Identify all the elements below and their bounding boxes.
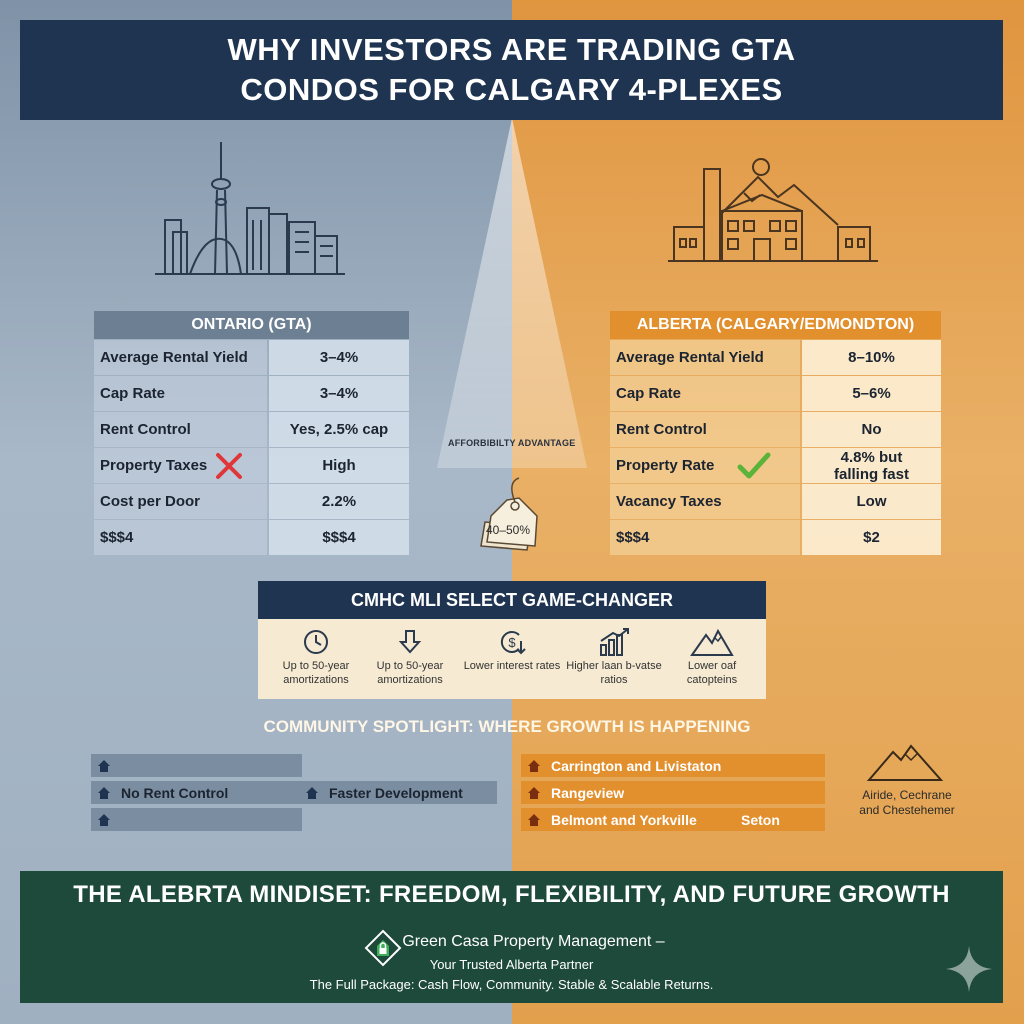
spotlight-title: COMMUNITY SPOTLIGHT: WHERE GROWTH IS HAP… (263, 717, 751, 736)
alberta-header: ALBERTA (CALGARY/EDMONDTON) (610, 311, 941, 339)
row-label-text: Property Taxes (100, 457, 208, 474)
sparkle-icon (946, 946, 992, 992)
table-row: Cap Rate 5–6% (610, 376, 941, 411)
table-row: $$$4 $2 (610, 520, 941, 555)
row-value: High (269, 448, 409, 483)
row-label-text: Property Rate (616, 457, 715, 474)
table-row: Average Rental Yield 8–10% (610, 340, 941, 375)
title-banner: WHY INVESTORS ARE TRADING GTA CONDOS FOR… (20, 20, 1003, 120)
community-label: Rangeview (551, 784, 625, 801)
bar-growth-icon (600, 628, 629, 656)
alberta-table: ALBERTA (CALGARY/EDMONDTON) Average Rent… (610, 311, 941, 555)
community-label: No Rent Control (121, 784, 229, 801)
row-value: 3–4% (269, 376, 409, 411)
ontario-header: ONTARIO (GTA) (94, 311, 409, 339)
row-value: 3–4% (269, 340, 409, 375)
row-value: 8–10% (802, 340, 941, 375)
cmhc-feature: $ Lower interest rates (462, 619, 562, 673)
feature-label: Higher laan b-vatse ratios (566, 660, 662, 686)
row-value: $$$4 (269, 520, 409, 555)
house-icon (528, 786, 540, 799)
table-row: Cost per Door 2.2% (94, 484, 409, 519)
community-label: Carrington and Livistaton (551, 757, 722, 774)
table-row: Property Taxes High (94, 448, 409, 483)
price-tag-icon (480, 477, 538, 551)
svg-text:$: $ (508, 635, 516, 650)
table-row: Cap Rate 3–4% (94, 376, 409, 411)
brand-name: Green Casa Property Management – (402, 933, 665, 950)
community-bar-right: Rangeview (521, 781, 825, 804)
community-bar-left (91, 754, 302, 777)
table-row: Average Rental Yield 3–4% (94, 340, 409, 375)
package-line: The Full Package: Cash Flow, Community. … (309, 977, 714, 992)
cmhc-feature: Lower oaf catopteins (662, 619, 762, 687)
table-row: Rent Control No (610, 412, 941, 447)
mindset-headline: THE ALEBRTA MINDISET: FREEDOM, FLEXIBILI… (73, 881, 950, 908)
community-side-label: Airide, Cechrane and Chestehemer (859, 788, 955, 817)
house-icon (98, 786, 110, 799)
feature-label: Lower oaf catopteins (686, 660, 738, 686)
red-x-icon (216, 453, 242, 479)
row-label: Cap Rate (94, 376, 267, 411)
table-row: Vacancy Taxes Low (610, 484, 941, 519)
mountain-icon (866, 744, 944, 781)
dollar-down-icon: $ (500, 631, 526, 655)
row-label: Cap Rate (610, 376, 800, 411)
footer-banner: THE ALEBRTA MINDISET: FREEDOM, FLEXIBILI… (20, 871, 1003, 1003)
calgary-skyline-icon (668, 158, 878, 262)
house-icon (98, 813, 110, 826)
row-label: Property Taxes (94, 448, 267, 483)
row-label: $$$4 (94, 520, 267, 555)
cmhc-feature: Higher laan b-vatse ratios (564, 619, 664, 687)
affordability-tag-value: 40–50% (485, 523, 531, 537)
green-check-icon (737, 452, 771, 479)
toronto-skyline-icon (155, 142, 345, 275)
house-icon (528, 759, 540, 772)
title-line-1: WHY INVESTORS ARE TRADING GTA (227, 32, 796, 67)
row-label: Rent Control (94, 412, 267, 447)
community-label: Faster Development (329, 784, 463, 801)
row-label: Cost per Door (94, 484, 267, 519)
row-value: $2 (802, 520, 941, 555)
table-row: Rent Control Yes, 2.5% cap (94, 412, 409, 447)
community-bar-right: Carrington and Livistaton (521, 754, 825, 777)
feature-label: Up to 50-year amortizations (282, 660, 350, 686)
house-lock-logo-icon (364, 929, 402, 967)
brand-tagline: Your Trusted Alberta Partner (429, 957, 594, 972)
row-value: Yes, 2.5% cap (269, 412, 409, 447)
house-icon (528, 813, 540, 826)
mountain-icon (690, 628, 734, 656)
down-arrow-icon (398, 630, 422, 654)
row-value: 5–6% (802, 376, 941, 411)
community-bar-right: Belmont and Yorkville Seton (521, 808, 825, 831)
row-label: Average Rental Yield (610, 340, 800, 375)
house-icon (98, 759, 110, 772)
ontario-table: ONTARIO (GTA) Average Rental Yield 3–4% … (94, 311, 409, 555)
cmhc-feature: Up to 50-year amortizations (360, 619, 460, 687)
community-label-extra: Seton (741, 811, 780, 828)
clock-icon (304, 630, 328, 654)
row-value: 2.2% (269, 484, 409, 519)
cmhc-panel: Up to 50-year amortizations Up to 50-yea… (258, 619, 766, 699)
cmhc-title: CMHC MLI SELECT GAME-CHANGER (258, 581, 766, 619)
row-label: Average Rental Yield (94, 340, 267, 375)
title-line-2: CONDOS FOR CALGARY 4-PLEXES (240, 72, 783, 107)
feature-label: Lower interest rates (463, 660, 561, 672)
row-value: Low (802, 484, 941, 519)
table-row: Property Rate 4.8% but falling fast (610, 448, 941, 483)
row-value: No (802, 412, 941, 447)
row-label: $$$4 (610, 520, 800, 555)
row-value: 4.8% but falling fast (802, 448, 941, 483)
row-label: Property Rate (610, 448, 800, 483)
community-bar-left: No Rent Control Faster Development (91, 781, 497, 804)
feature-label: Up to 50-year amortizations (376, 660, 444, 686)
row-label: Rent Control (610, 412, 800, 447)
house-icon (306, 786, 318, 799)
affordability-label: AFFORBIBILTY ADVANTAGE (448, 438, 576, 448)
table-row: $$$4 $$$4 (94, 520, 409, 555)
community-label: Belmont and Yorkville (551, 811, 697, 828)
community-bar-left (91, 808, 302, 831)
row-label: Vacancy Taxes (610, 484, 800, 519)
cmhc-feature: Up to 50-year amortizations (266, 619, 366, 687)
